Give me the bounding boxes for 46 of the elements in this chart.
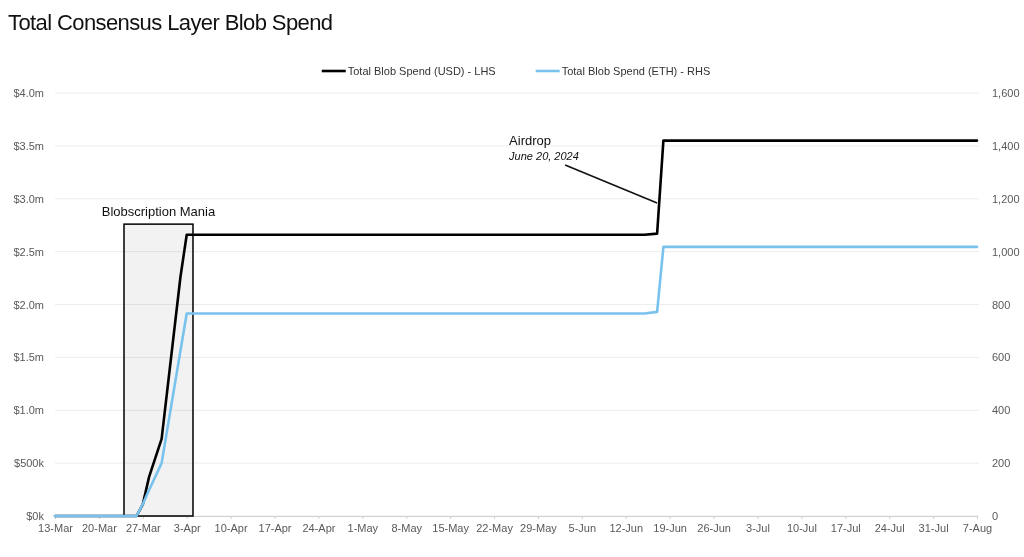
x-tick-label: 12-Jun <box>609 521 644 534</box>
y2-tick-label: 1,600 <box>992 87 1020 100</box>
y-tick-label: $1.0m <box>13 404 44 417</box>
legend-label: Total Blob Spend (USD) - LHS <box>347 65 496 77</box>
y-tick-label: $3.0m <box>13 192 44 205</box>
y2-tick-label: 400 <box>992 404 1011 417</box>
y-tick-label: $0k <box>26 510 45 523</box>
y-tick-label: $2.0m <box>13 298 44 311</box>
x-tick-label: 20-Mar <box>81 521 118 534</box>
y-tick-label: $4.0m <box>13 87 44 100</box>
x-tick-label: 24-Jul <box>874 521 905 534</box>
y2-tick-label: 800 <box>992 298 1011 311</box>
x-tick-label: 31-Jul <box>918 521 949 534</box>
annotation: Airdrop June 20, 2024 <box>508 132 579 162</box>
x-tick-label: 8-May <box>391 521 423 534</box>
x-tick-label: 1-May <box>347 521 379 534</box>
x-tick-label: 22-May <box>476 521 514 534</box>
line-series <box>53 245 979 518</box>
y2-tick-label: 1,200 <box>992 192 1020 205</box>
y-tick-label: $3.5m <box>13 139 44 152</box>
x-tick-label: 27-Mar <box>125 521 162 534</box>
band-label: Blobscription Mania <box>101 204 216 220</box>
chart-title: Total Consensus Layer Blob Spend <box>8 10 333 35</box>
y2-tick-label: 600 <box>992 351 1011 364</box>
y-tick-label: $2.5m <box>13 245 44 258</box>
x-tick-label: 5-Jun <box>568 521 597 534</box>
y2-tick-label: 1,000 <box>992 245 1020 258</box>
x-tick-label: 24-Apr <box>302 521 336 534</box>
x-tick-label: 7-Aug <box>962 521 993 534</box>
y2-tick-label: 0 <box>992 510 999 523</box>
x-tick-label: 3-Jul <box>746 521 770 534</box>
x-tick-label: 19-Jun <box>653 521 687 534</box>
y-tick-label: $1.5m <box>13 351 44 364</box>
x-tick-label: 3-Apr <box>173 521 201 534</box>
x-tick-label: 15-May <box>432 521 470 534</box>
legend-label: Total Blob Spend (ETH) - RHS <box>561 65 711 77</box>
y2-tick-label: 200 <box>992 457 1011 470</box>
x-tick-label: 10-Apr <box>214 521 248 534</box>
x-tick-label: 17-Apr <box>258 521 292 534</box>
y2-tick-label: 1,400 <box>992 139 1020 152</box>
x-tick-label: 17-Jul <box>830 521 861 534</box>
x-tick-label: 10-Jul <box>786 521 817 534</box>
x-tick-label: 13-Mar <box>38 521 74 534</box>
y-tick-label: $500k <box>14 457 45 470</box>
x-tick-label: 26-Jun <box>697 521 731 534</box>
x-tick-label: 29-May <box>520 521 558 534</box>
